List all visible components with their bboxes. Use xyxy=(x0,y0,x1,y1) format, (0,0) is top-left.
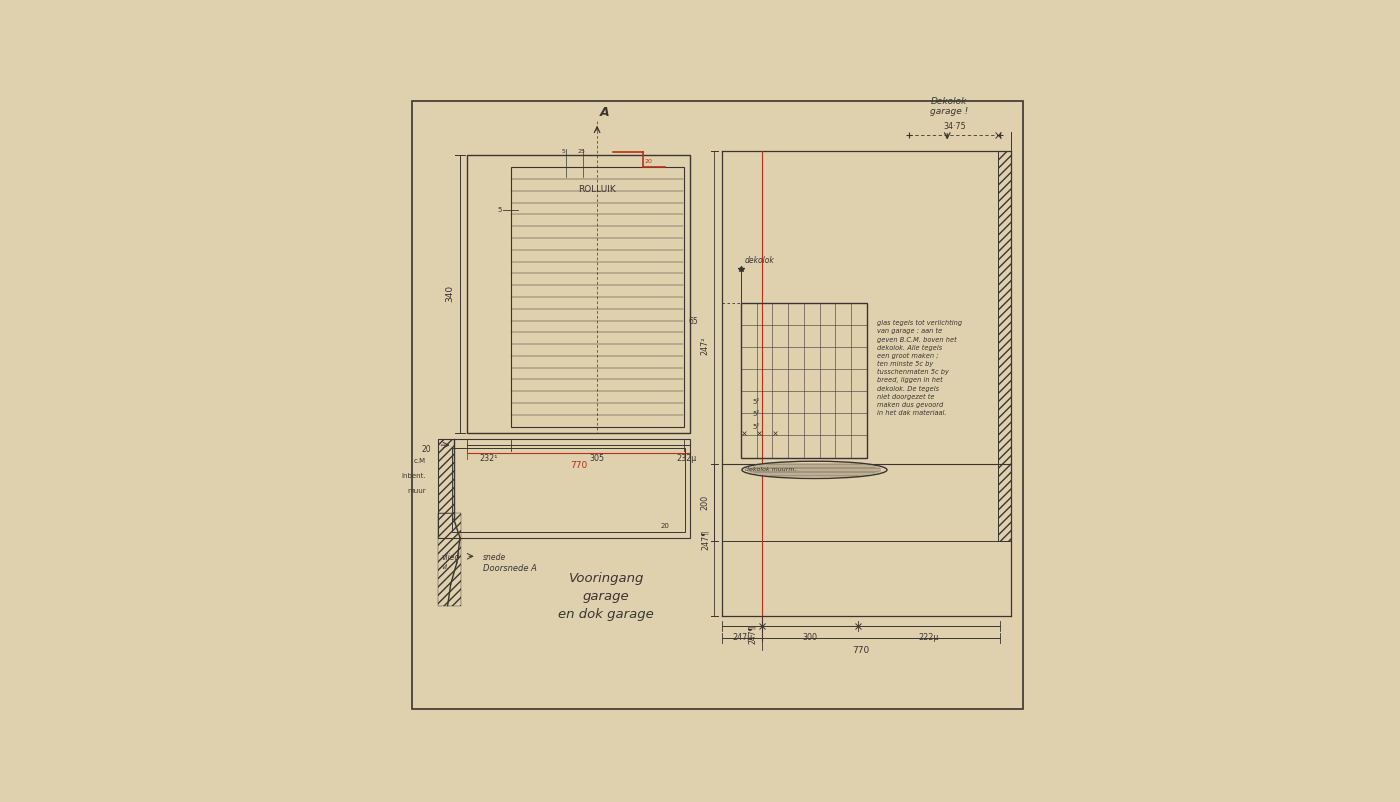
Text: 20: 20 xyxy=(661,523,669,529)
Bar xyxy=(438,513,461,606)
Text: dekolok muurm.: dekolok muurm. xyxy=(745,468,797,472)
Text: 770: 770 xyxy=(570,461,587,470)
Text: 5²: 5² xyxy=(752,411,759,417)
Text: 247¶: 247¶ xyxy=(748,625,757,645)
Bar xyxy=(741,303,867,457)
Text: 34·75: 34·75 xyxy=(944,122,966,131)
Bar xyxy=(438,439,454,513)
Text: 232µ: 232µ xyxy=(676,454,697,463)
Text: 247²: 247² xyxy=(700,337,710,355)
Bar xyxy=(998,151,1011,541)
Ellipse shape xyxy=(742,461,888,479)
Text: 20: 20 xyxy=(644,159,652,164)
Text: glas tegels tot verlichting
van garage : aan te
geven B.C.M. boven het
dekolok. : glas tegels tot verlichting van garage :… xyxy=(876,320,962,415)
Bar xyxy=(511,168,683,427)
Text: 200: 200 xyxy=(700,495,710,510)
Text: dekolok: dekolok xyxy=(745,256,774,265)
Text: 232¹: 232¹ xyxy=(480,454,498,463)
Text: vl.: vl. xyxy=(441,564,449,569)
Text: 25: 25 xyxy=(577,148,585,154)
Text: snede: snede xyxy=(483,553,505,562)
Text: 20: 20 xyxy=(421,445,431,454)
Text: inbent.: inbent. xyxy=(402,473,426,479)
Text: 5²: 5² xyxy=(752,423,759,430)
Bar xyxy=(998,151,1011,541)
Text: 5: 5 xyxy=(497,208,501,213)
Text: 305: 305 xyxy=(589,454,605,463)
Text: Doorsnede A: Doorsnede A xyxy=(483,564,536,573)
Text: muur: muur xyxy=(407,488,426,494)
Bar xyxy=(438,439,690,538)
Text: A: A xyxy=(601,106,610,119)
Text: 247µ: 247µ xyxy=(732,634,752,642)
Text: 222µ: 222µ xyxy=(918,634,939,642)
Text: 65: 65 xyxy=(689,317,699,326)
Text: Dekolok
garage !: Dekolok garage ! xyxy=(930,96,969,116)
Text: ROLLUIK: ROLLUIK xyxy=(578,184,616,193)
Text: 5²: 5² xyxy=(752,399,759,405)
Text: 247¶: 247¶ xyxy=(700,530,710,550)
Bar xyxy=(468,155,690,433)
Text: c.M: c.M xyxy=(414,457,426,464)
Text: vlied: vlied xyxy=(441,553,459,562)
Text: Vooringang
garage
en dok garage: Vooringang garage en dok garage xyxy=(559,572,654,621)
Text: 340: 340 xyxy=(445,286,454,302)
Text: 770: 770 xyxy=(853,646,869,655)
Text: 300: 300 xyxy=(802,634,818,642)
Bar xyxy=(452,448,686,532)
Text: 5: 5 xyxy=(561,148,566,154)
